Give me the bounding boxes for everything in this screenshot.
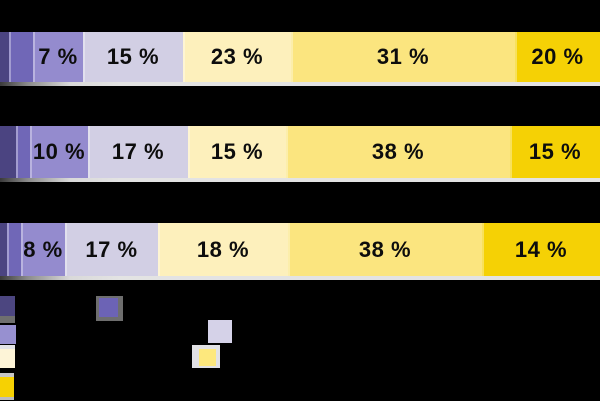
bar-segment[interactable]: 15 % xyxy=(188,126,286,178)
bar-segment[interactable]: 10 % xyxy=(30,126,88,178)
bar-row-2: 10 % 17 % 15 % 38 % 15 % xyxy=(0,126,600,178)
bar-segment[interactable]: 7 % xyxy=(33,32,83,82)
swatch-shadow xyxy=(0,397,14,400)
bar-segment-label: 7 % xyxy=(38,44,78,69)
legend-swatch-lavender[interactable] xyxy=(208,320,232,343)
bar-segment[interactable]: 17 % xyxy=(65,223,158,276)
bar-segment-label: 14 % xyxy=(514,236,568,262)
bar-segment-label: 15 % xyxy=(528,139,582,164)
bar-segment[interactable] xyxy=(9,32,33,82)
bar-shadow xyxy=(0,276,600,280)
bar-segment[interactable]: 38 % xyxy=(288,223,482,276)
bar-segment[interactable]: 15 % xyxy=(83,32,183,82)
bar-row-3: 8 % 17 % 18 % 38 % 14 % xyxy=(0,223,600,276)
bar-segment-label: 10 % xyxy=(32,139,86,164)
legend-swatch-purple[interactable] xyxy=(99,298,118,317)
bar-segment[interactable] xyxy=(0,32,9,82)
bar-shadow xyxy=(0,178,600,182)
bar-shadow xyxy=(0,82,600,86)
legend-swatch-indigo-dark[interactable] xyxy=(0,296,15,316)
bar-segment[interactable]: 17 % xyxy=(88,126,188,178)
bar-segment[interactable]: 23 % xyxy=(183,32,291,82)
bar-segment-label: 31 % xyxy=(376,44,430,69)
bar-segment[interactable] xyxy=(0,223,7,276)
bar-segment-label: 17 % xyxy=(111,139,165,164)
bar-segment[interactable]: 20 % xyxy=(515,32,600,82)
legend-swatch-cream[interactable] xyxy=(0,349,15,368)
bar-segment-label: 38 % xyxy=(358,236,412,262)
legend-swatch-periwinkle[interactable] xyxy=(0,325,16,344)
bar-segment-label: 18 % xyxy=(196,236,250,262)
swatch-shadow xyxy=(0,373,14,377)
legend-swatch-yellow[interactable] xyxy=(199,349,216,366)
bar-segment-label: 20 % xyxy=(531,44,584,69)
bar-segment-label: 23 % xyxy=(210,44,264,69)
bar-segment[interactable] xyxy=(0,126,16,178)
swatch-shadow xyxy=(0,316,15,323)
bar-segment[interactable]: 18 % xyxy=(158,223,288,276)
bar-segment-label: 38 % xyxy=(371,139,425,164)
bar-segment[interactable]: 15 % xyxy=(510,126,600,178)
legend-swatch-gold[interactable] xyxy=(0,377,14,397)
bar-segment[interactable]: 38 % xyxy=(286,126,510,178)
bar-segment-label: 15 % xyxy=(106,44,160,69)
bar-segment[interactable]: 8 % xyxy=(21,223,65,276)
bar-segment[interactable]: 14 % xyxy=(482,223,600,276)
bar-segment[interactable] xyxy=(7,223,21,276)
bar-segment[interactable]: 31 % xyxy=(291,32,515,82)
bar-row-1: 7 % 15 % 23 % 31 % 20 % xyxy=(0,32,600,82)
bar-segment-label: 15 % xyxy=(210,139,264,164)
bar-segment-label: 17 % xyxy=(85,236,138,262)
swatch-shadow xyxy=(0,345,15,349)
bar-segment-label: 8 % xyxy=(23,236,63,262)
bar-segment[interactable] xyxy=(16,126,30,178)
